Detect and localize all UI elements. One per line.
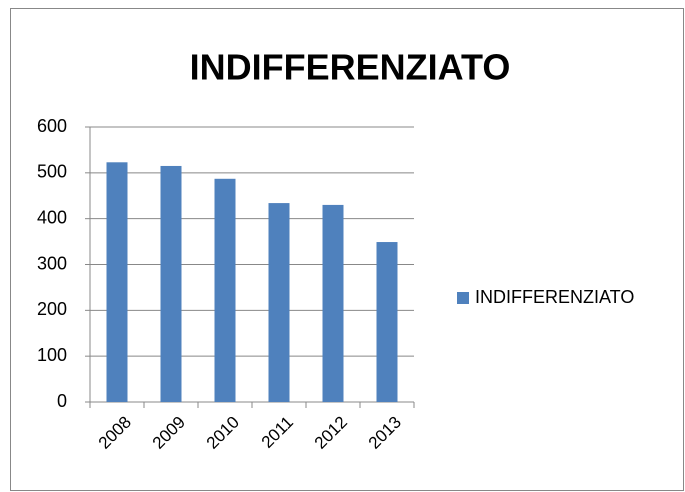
- y-tick-label: 200: [37, 299, 67, 319]
- bar: [268, 203, 290, 402]
- y-tick-label: 0: [57, 391, 67, 411]
- bar: [160, 165, 182, 402]
- y-tick-label: 600: [37, 116, 67, 136]
- legend-label: INDIFFERENZIATO: [475, 287, 634, 307]
- bar: [106, 162, 128, 402]
- chart-title: INDIFFERENZIATO: [190, 47, 511, 88]
- y-tick-label: 400: [37, 207, 67, 227]
- y-tick-label: 500: [37, 162, 67, 182]
- bar: [214, 178, 236, 402]
- legend-swatch: [457, 292, 469, 304]
- y-tick-label: 300: [37, 253, 67, 273]
- bar: [376, 242, 398, 402]
- y-tick-label: 100: [37, 345, 67, 365]
- bar: [322, 204, 344, 402]
